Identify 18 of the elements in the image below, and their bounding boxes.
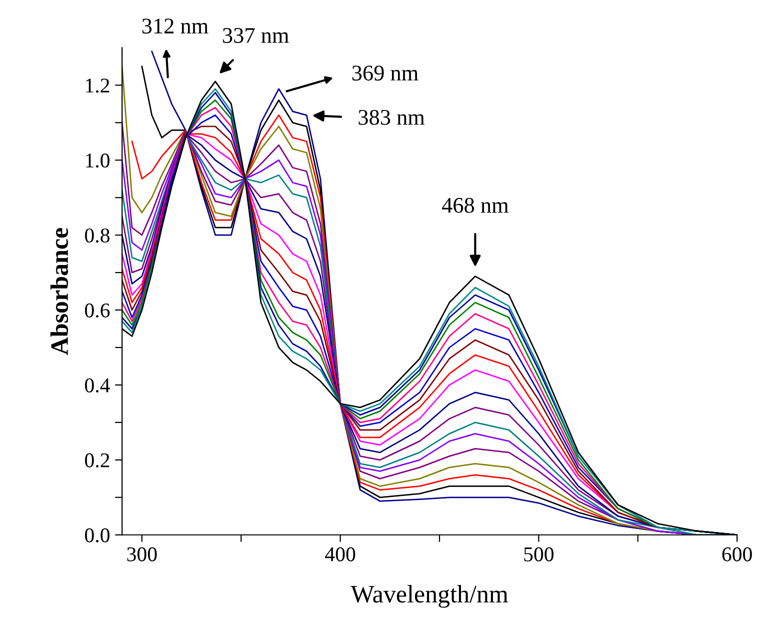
y-axis-title: Absorbance: [50, 228, 68, 355]
x-tick-label: 400: [325, 547, 356, 562]
y-tick-label: 0.8: [85, 228, 110, 243]
y-tick-label: 0.2: [85, 453, 110, 468]
y-tick-label: 1.0: [86, 154, 110, 168]
x-tick-label: 500: [524, 547, 554, 562]
y-tick-label: 0.4: [85, 378, 110, 392]
x-tick-label: 300: [127, 547, 157, 562]
text: 312 nm: [142, 18, 208, 34]
annotation: 383 nm: [358, 110, 425, 125]
x-tick-label: 600: [722, 547, 752, 562]
y-tick-label: 0.0: [85, 528, 110, 542]
y-tick-label: 0.6: [85, 303, 110, 318]
annotation: 468 nm: [442, 198, 508, 213]
x-axis-title: Wavelength/nm: [350, 585, 508, 608]
y-tick-label: 1.2: [86, 78, 110, 93]
annotation: 337 nm: [223, 28, 289, 43]
annotation: 369 nm: [352, 66, 418, 81]
